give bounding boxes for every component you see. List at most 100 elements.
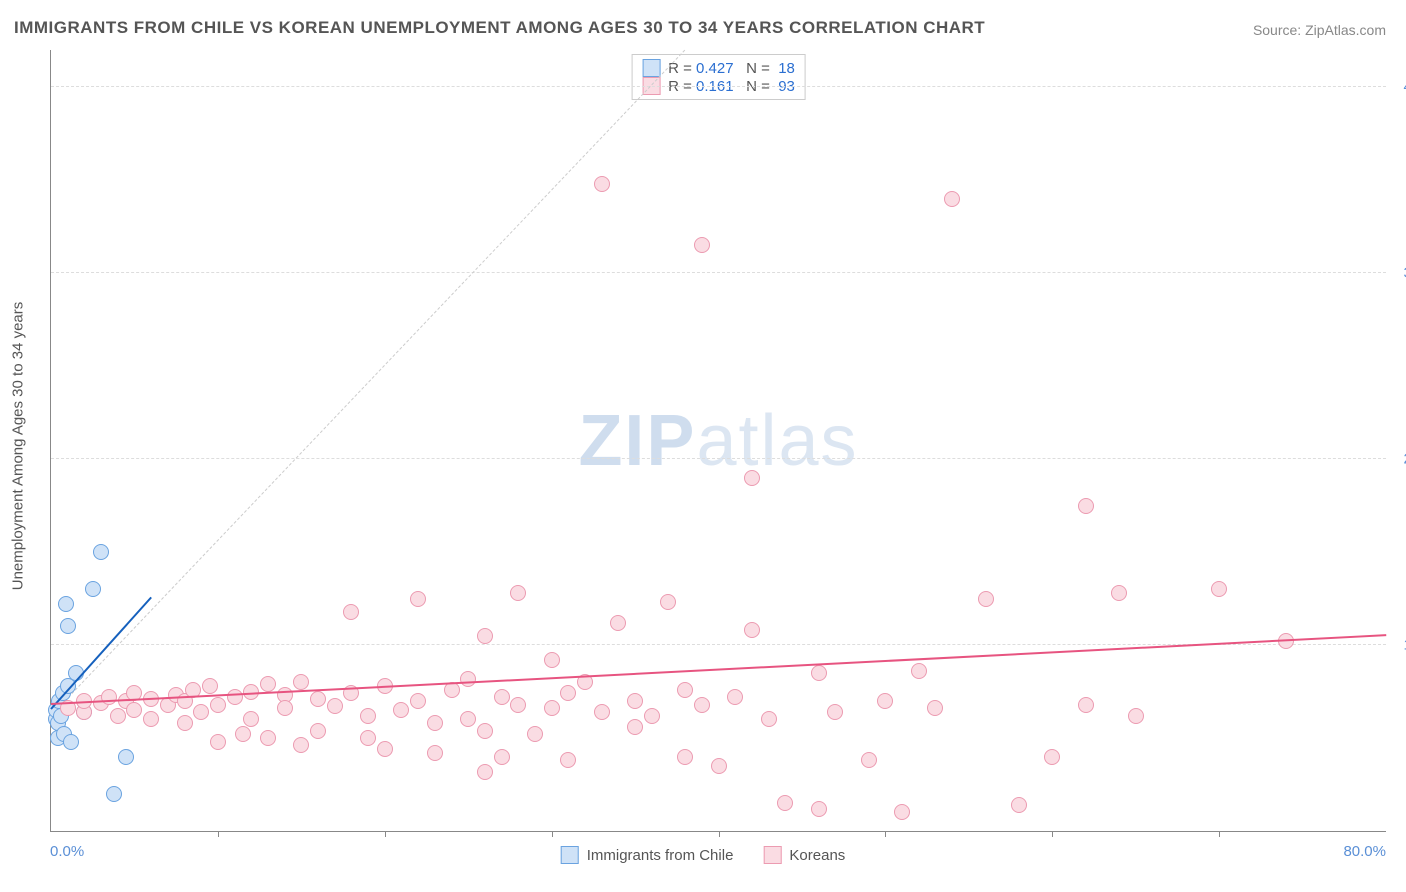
- x-tick-mark: [552, 831, 553, 837]
- scatter-point: [627, 719, 643, 735]
- y-tick-label: 30.0%: [1391, 265, 1406, 282]
- scatter-point: [360, 708, 376, 724]
- regression-line: [50, 597, 152, 710]
- scatter-point: [360, 730, 376, 746]
- scatter-point: [427, 745, 443, 761]
- scatter-point: [711, 758, 727, 774]
- gridline: [51, 86, 1386, 87]
- y-axis-label: Unemployment Among Ages 30 to 34 years: [10, 302, 27, 591]
- scatter-point: [410, 591, 426, 607]
- scatter-point: [694, 697, 710, 713]
- scatter-point: [377, 741, 393, 757]
- scatter-point: [744, 470, 760, 486]
- scatter-point: [544, 700, 560, 716]
- scatter-point: [202, 678, 218, 694]
- scatter-point: [527, 726, 543, 742]
- x-tick-max: 80.0%: [1343, 843, 1386, 860]
- swatch-icon: [561, 846, 579, 864]
- scatter-point: [310, 723, 326, 739]
- scatter-point: [477, 764, 493, 780]
- scatter-point: [277, 700, 293, 716]
- scatter-point: [594, 176, 610, 192]
- scatter-point: [927, 700, 943, 716]
- scatter-point: [811, 801, 827, 817]
- scatter-point: [978, 591, 994, 607]
- scatter-point: [293, 737, 309, 753]
- scatter-point: [310, 691, 326, 707]
- scatter-point: [494, 749, 510, 765]
- y-tick-label: 10.0%: [1391, 637, 1406, 654]
- source-attribution: Source: ZipAtlas.com: [1253, 22, 1386, 38]
- scatter-point: [101, 689, 117, 705]
- scatter-point: [60, 618, 76, 634]
- swatch-icon: [763, 846, 781, 864]
- source-label: Source:: [1253, 22, 1305, 38]
- stats-text: R = 0.427 N = 18: [668, 60, 795, 77]
- scatter-point: [1128, 708, 1144, 724]
- legend-item-chile: Immigrants from Chile: [561, 846, 734, 864]
- scatter-point: [861, 752, 877, 768]
- y-tick-label: 20.0%: [1391, 451, 1406, 468]
- scatter-point: [894, 804, 910, 820]
- x-tick-mark: [385, 831, 386, 837]
- x-tick-mark: [719, 831, 720, 837]
- scatter-point: [811, 665, 827, 681]
- scatter-point: [560, 685, 576, 701]
- scatter-point: [660, 594, 676, 610]
- scatter-point: [110, 708, 126, 724]
- scatter-point: [594, 704, 610, 720]
- scatter-point: [410, 693, 426, 709]
- scatter-point: [427, 715, 443, 731]
- scatter-point: [510, 585, 526, 601]
- scatter-point: [235, 726, 251, 742]
- scatter-point: [126, 702, 142, 718]
- scatter-point: [494, 689, 510, 705]
- scatter-point: [76, 704, 92, 720]
- x-tick-mark: [1219, 831, 1220, 837]
- scatter-point: [143, 711, 159, 727]
- scatter-point: [677, 682, 693, 698]
- scatter-point: [293, 674, 309, 690]
- x-tick-mark: [218, 831, 219, 837]
- scatter-point: [1111, 585, 1127, 601]
- scatter-plot-area: ZIPatlas R = 0.427 N = 18R = 0.161 N = 9…: [50, 50, 1386, 832]
- watermark: ZIPatlas: [578, 400, 858, 482]
- scatter-point: [106, 786, 122, 802]
- legend: Immigrants from Chile Koreans: [561, 846, 846, 864]
- scatter-point: [877, 693, 893, 709]
- scatter-point: [193, 704, 209, 720]
- scatter-point: [58, 596, 74, 612]
- scatter-point: [85, 581, 101, 597]
- scatter-point: [260, 730, 276, 746]
- legend-label: Immigrants from Chile: [587, 847, 734, 864]
- source-name: ZipAtlas.com: [1305, 22, 1386, 38]
- scatter-point: [1044, 749, 1060, 765]
- scatter-point: [1078, 697, 1094, 713]
- scatter-point: [177, 715, 193, 731]
- chart-title: IMMIGRANTS FROM CHILE VS KOREAN UNEMPLOY…: [14, 18, 985, 38]
- scatter-point: [393, 702, 409, 718]
- scatter-point: [210, 734, 226, 750]
- scatter-point: [343, 604, 359, 620]
- reference-line: [51, 49, 686, 715]
- scatter-point: [761, 711, 777, 727]
- gridline: [51, 458, 1386, 459]
- scatter-point: [210, 697, 226, 713]
- scatter-point: [477, 628, 493, 644]
- scatter-point: [56, 726, 72, 742]
- scatter-point: [227, 689, 243, 705]
- scatter-point: [76, 704, 92, 720]
- scatter-point: [827, 704, 843, 720]
- scatter-point: [911, 663, 927, 679]
- legend-item-koreans: Koreans: [763, 846, 845, 864]
- y-tick-label: 40.0%: [1391, 79, 1406, 96]
- stats-row: R = 0.427 N = 18: [642, 59, 795, 77]
- scatter-point: [63, 734, 79, 750]
- scatter-point: [677, 749, 693, 765]
- scatter-point: [93, 544, 109, 560]
- scatter-point: [460, 711, 476, 727]
- scatter-point: [1011, 797, 1027, 813]
- scatter-point: [627, 693, 643, 709]
- scatter-point: [50, 730, 66, 746]
- scatter-point: [744, 622, 760, 638]
